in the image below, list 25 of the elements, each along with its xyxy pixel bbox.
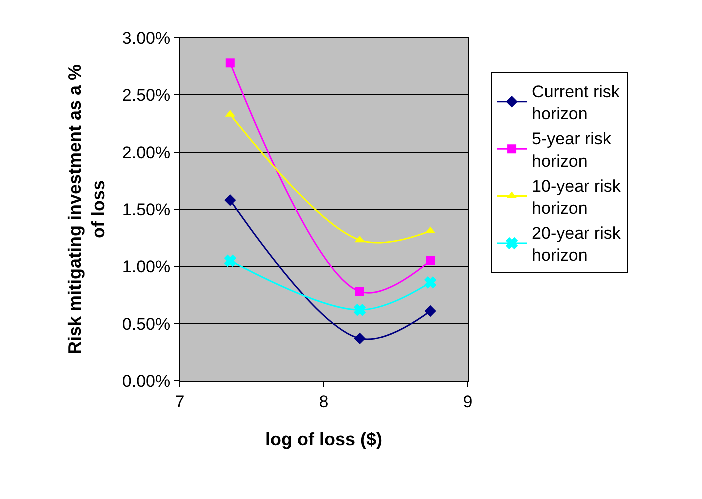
x-tick-label: 7 [175,392,185,412]
y-tick-label: 1.50% [122,200,171,220]
point [354,304,366,316]
point [226,58,235,68]
x-tick-label: 9 [463,392,473,412]
y-tick-label: 3.00% [122,28,171,48]
y-tick-label: 0.00% [122,372,171,391]
point [356,287,364,296]
point [224,255,236,267]
point [224,194,236,206]
x-tick-label: 8 [319,392,329,412]
point [426,256,436,266]
y-tick-label: 2.00% [122,143,171,162]
y-tick-label: 0.50% [122,314,171,334]
legend-label: 20-year risk horizon [532,224,622,266]
x-axis-title: log of loss ($) [266,430,383,450]
point [424,305,436,318]
legend-label: Current risk horizon [532,82,620,124]
point [424,276,436,289]
y-axis-title: Risk mitigating investment as a % of loss [65,64,109,355]
point [354,332,366,345]
legend-label: 10-year risk horizon [532,176,622,218]
y-tick-label: 1.00% [122,258,171,277]
y-tick-label: 2.50% [122,86,171,106]
legend-label: 5-year risk horizon [532,130,612,171]
